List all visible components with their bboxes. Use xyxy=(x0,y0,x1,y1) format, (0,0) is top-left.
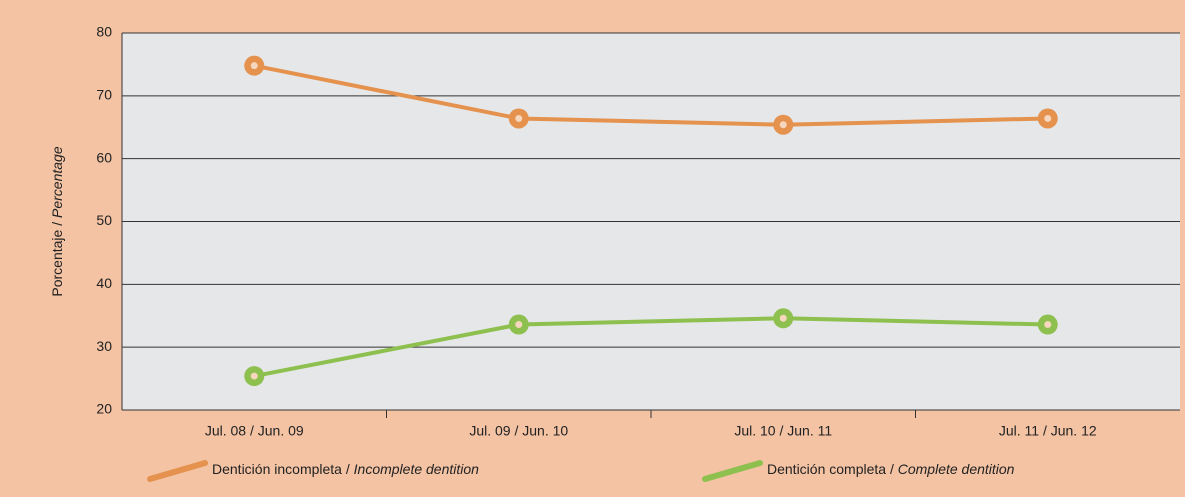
y-tick-label: 20 xyxy=(96,401,112,417)
y-tick-label: 80 xyxy=(96,24,112,40)
legend-swatch xyxy=(702,460,763,482)
x-tick-label: Jul. 08 / Jun. 09 xyxy=(205,423,304,439)
legend-swatch xyxy=(147,460,208,482)
line xyxy=(253,63,1048,127)
y-tick-label: 50 xyxy=(96,212,112,228)
marker-center xyxy=(250,372,258,380)
marker-center xyxy=(779,121,787,129)
marker-center xyxy=(515,321,523,329)
y-tick-label: 40 xyxy=(96,275,112,291)
x-tick-label: Jul. 10 / Jun. 11 xyxy=(734,423,832,439)
x-tick-label: Jul. 09 / Jun. 10 xyxy=(469,423,568,439)
legend-label: Dentición completa / Complete dentition xyxy=(767,461,1015,477)
marker-center xyxy=(250,62,258,70)
marker-center xyxy=(1044,114,1052,122)
line xyxy=(253,316,1048,379)
marker-center xyxy=(1044,321,1052,329)
y-tick-label: 60 xyxy=(96,149,112,165)
y-tick-label: 70 xyxy=(96,87,112,103)
y-tick-label: 30 xyxy=(96,338,112,354)
marker-center xyxy=(515,114,523,122)
x-tick-label: Jul. 11 / Jun. 12 xyxy=(999,423,1097,439)
legend-label: Dentición incompleta / Incomplete dentit… xyxy=(212,461,479,477)
marker-center xyxy=(779,314,787,322)
y-axis-label: Porcentaje / Percentage xyxy=(49,146,65,296)
